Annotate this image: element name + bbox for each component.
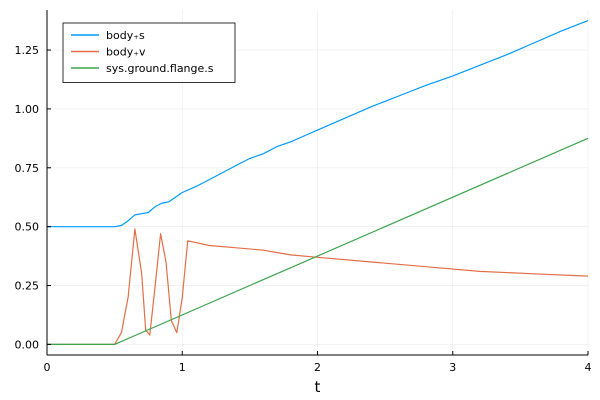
legend-box [62, 22, 236, 83]
x-tick-label: 0 [44, 361, 51, 374]
axes [46, 10, 589, 356]
legend-entries: body₊s body₊v sys.ground.flange.s [71, 29, 214, 75]
y-tick-label: 1.00 [15, 103, 40, 116]
y-tick-label: 0.50 [15, 221, 40, 234]
series-line-2 [47, 137, 589, 345]
legend-label-1: body₊v [106, 46, 146, 59]
legend: body₊s body₊v sys.ground.flange.s [62, 22, 236, 83]
series-line-1 [47, 228, 589, 345]
y-tick-label: 0.00 [15, 338, 40, 351]
x-tick-label: 4 [585, 361, 592, 374]
y-tick-label: 0.75 [15, 162, 40, 175]
y-tick-label: 0.25 [15, 280, 40, 293]
x-tick-labels: 0 1 2 3 4 [44, 361, 592, 374]
y-tick-labels: 0.00 0.25 0.50 0.75 1.00 1.25 [15, 44, 40, 351]
x-tick-label: 1 [179, 361, 186, 374]
series-line-0 [47, 20, 589, 228]
y-tick-label: 1.25 [15, 44, 40, 57]
legend-label-0: body₊s [106, 29, 145, 42]
x-tick-label: 3 [449, 361, 456, 374]
x-tick-label: 2 [314, 361, 321, 374]
legend-label-2: sys.ground.flange.s [106, 62, 214, 75]
plot-series [47, 20, 589, 345]
x-axis-label: t [315, 378, 321, 396]
